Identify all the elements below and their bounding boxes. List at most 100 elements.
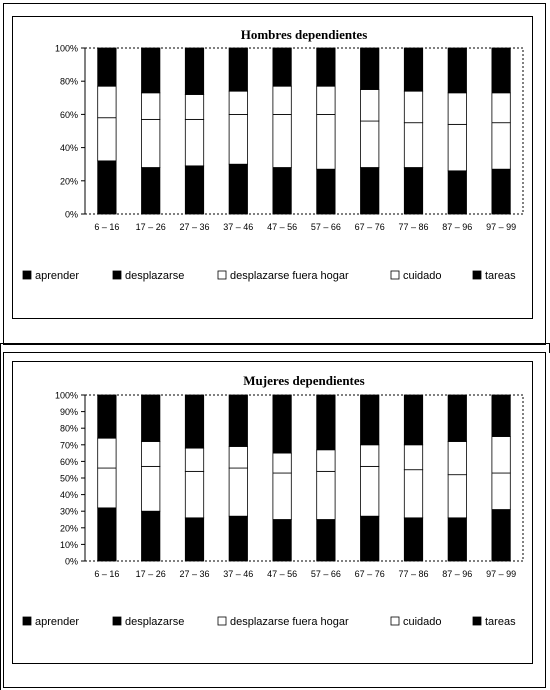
y-tick-label: 80% [60,424,78,434]
x-tick-label: 17 – 26 [136,569,166,579]
bar-segment-cuidado [447,92,467,125]
bar-segment-desplazarse-fuera-hogar [228,114,248,165]
bar-segment-desplazarse-fuera-hogar [447,123,467,172]
bar-segment-aprender [403,517,424,562]
bar-segment-tareas [184,394,205,449]
bar-segment-tareas [97,394,117,439]
x-tick-label: 77 – 86 [398,569,428,579]
bar-segment-aprender [447,170,467,215]
bar-segment-cuidado [316,85,336,115]
y-tick-label: 70% [60,440,78,450]
bar-segment-cuidado [360,89,380,122]
legend-swatch [390,270,400,280]
bar-segment-desplazarse-fuera-hogar [403,122,424,168]
bar-segment-desplazarse-fuera-hogar [184,470,205,519]
y-tick-label: 60% [60,457,78,467]
x-tick-label: 57 – 66 [311,222,341,232]
bar-segment-tareas [360,394,380,446]
legend-swatch [22,616,32,626]
x-tick-label: 37 – 46 [223,222,253,232]
bar-segment-tareas [97,47,117,87]
bar-segment-aprender [491,168,511,215]
bar-segment-tareas [272,394,292,454]
bar-segment-cuidado [184,94,205,120]
y-tick-label: 60% [60,110,78,120]
bar-segment-tareas [447,394,467,442]
legend-label: tareas [485,270,516,282]
bar-segment-cuidado [491,92,511,124]
x-tick-label: 47 – 56 [267,222,297,232]
x-tick-label: 6 – 16 [94,569,119,579]
bar-segment-cuidado [97,85,117,119]
legend-label: desplazarse [125,270,184,282]
y-tick-label: 90% [60,407,78,417]
bar-segment-cuidado [447,441,467,476]
y-tick-label: 0% [65,557,78,567]
y-tick-label: 20% [60,523,78,533]
chart-hombres-dependientes: Hombres dependientes 0% 20% 40% 60% 80% 100% 6 … [12,16,533,319]
legend-label: cuidado [403,270,442,282]
x-tick-label: 47 – 56 [267,569,297,579]
y-tick-label: 100% [55,44,78,54]
legend-label: desplazarse fuera hogar [230,616,349,628]
x-tick-label: 6 – 16 [94,222,119,232]
chart-group: Mujeres dependientes 0% 10% 20% 30% 40% 50% 60%… [22,373,524,628]
legend-swatch [112,616,122,626]
bar-segment-cuidado [316,449,336,472]
bar-segment-tareas [141,394,161,442]
bar-segment-cuidado [228,446,248,469]
bar-segment-cuidado [403,444,424,471]
bar-segment-cuidado [184,447,205,472]
bar-segment-aprender [272,519,292,562]
y-tick-label: 40% [60,490,78,500]
bar-segment-aprender [184,517,205,562]
y-tick-label: 100% [55,391,78,401]
bar-segment-desplazarse-fuera-hogar [491,472,511,510]
bar-segment-cuidado [360,444,380,467]
bar-segment-aprender [228,515,248,562]
bar-segment-desplazarse-fuera-hogar [97,467,117,509]
bar-segment-tareas [316,47,336,87]
legend-label: desplazarse [125,616,184,628]
legend-swatch [472,270,482,280]
bar-segment-aprender [141,167,161,215]
bar-segment-aprender [447,517,467,562]
x-tick-label: 27 – 36 [179,222,209,232]
bar-segment-tareas [403,394,424,446]
chart-title: Mujeres dependientes [243,373,364,388]
bar-segment-desplazarse-fuera-hogar [316,114,336,170]
bar-segment-desplazarse-fuera-hogar [316,470,336,520]
bar-segment-tareas [447,47,467,94]
chart-title: Hombres dependientes [241,27,368,42]
y-tick-label: 10% [60,540,78,550]
x-tick-label: 87 – 96 [442,569,472,579]
bar-segment-aprender [316,519,336,562]
x-tick-label: 87 – 96 [442,222,472,232]
bar-segment-desplazarse-fuera-hogar [360,465,380,517]
bar-segment-aprender [141,510,161,562]
x-tick-label: 97 – 99 [486,569,516,579]
bar-segment-cuidado [141,441,161,467]
bar-segment-desplazarse-fuera-hogar [97,117,117,162]
x-tick-label: 97 – 99 [486,222,516,232]
bar-segment-aprender [491,509,511,562]
bar-segment-desplazarse-fuera-hogar [403,469,424,519]
legend-label: desplazarse fuera hogar [230,270,349,282]
bar-segment-desplazarse-fuera-hogar [272,114,292,168]
legend-swatch [472,616,482,626]
bar-segment-cuidado [228,90,248,115]
bar-segment-tareas [491,47,511,94]
bar-segment-tareas [228,394,248,447]
bar-segment-aprender [272,167,292,215]
legend-label: tareas [485,616,516,628]
legend-swatch [112,270,122,280]
bar-segment-desplazarse-fuera-hogar [184,118,205,167]
y-tick-label: 50% [60,474,78,484]
bar-segment-tareas [141,47,161,94]
bar-segment-tareas [316,394,336,451]
bar-segment-aprender [360,515,380,562]
legend-label: cuidado [403,616,442,628]
x-tick-label: 57 – 66 [311,569,341,579]
y-tick-label: 30% [60,507,78,517]
x-tick-label: 67 – 76 [355,569,385,579]
